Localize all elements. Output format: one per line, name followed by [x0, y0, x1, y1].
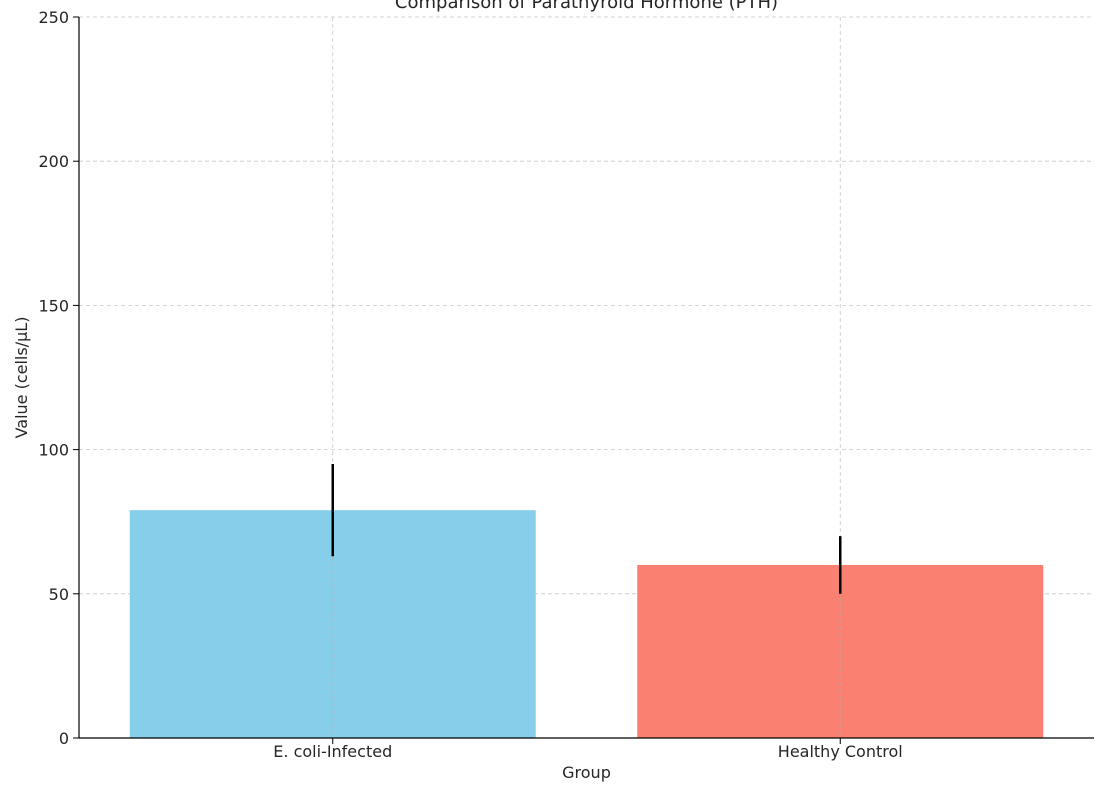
x-tick-label: Healthy Control — [778, 742, 903, 761]
y-axis-label: Value (cells/µL) — [12, 317, 31, 439]
y-tick-label: 250 — [38, 8, 69, 27]
y-tick-label: 100 — [38, 441, 69, 460]
x-tick-label: E. coli-Infected — [273, 742, 392, 761]
y-tick-label: 150 — [38, 296, 69, 315]
y-axis-ticks: 0 50 100 150 200 250 — [38, 8, 79, 748]
error-bars — [331, 464, 842, 594]
y-tick-label: 0 — [59, 729, 69, 748]
x-axis-label: Group — [562, 763, 611, 782]
x-axis-ticks: E. coli-Infected Healthy Control — [273, 738, 903, 761]
y-tick-label: 50 — [49, 585, 69, 604]
chart-title: Comparison of Parathyroid Hormone (PTH) — [395, 0, 778, 13]
vertical-grid-lines — [332, 17, 841, 738]
grid-lines — [79, 16, 1094, 595]
bars — [129, 510, 1044, 738]
y-tick-label: 200 — [38, 152, 69, 171]
axes — [78, 17, 1094, 739]
